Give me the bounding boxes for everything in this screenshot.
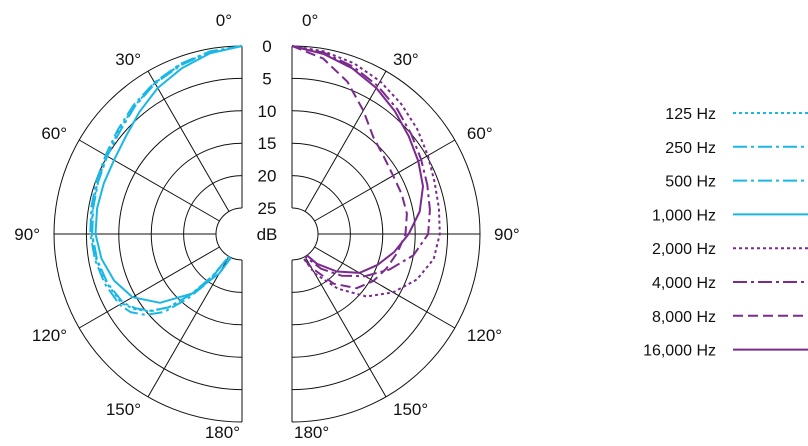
series-line-1-000-hz: [94, 45, 243, 304]
legend-label-1-000-hz: 1,000 Hz: [652, 207, 716, 224]
left-angle-label-0: 0°: [216, 11, 232, 30]
right-angle-label-150: 150°: [393, 400, 428, 419]
left-angle-label-90: 90°: [14, 225, 40, 244]
legend-label-125-hz: 125 Hz: [665, 106, 716, 123]
legend-label-8-000-hz: 8,000 Hz: [652, 309, 716, 326]
legend-label-250-hz: 250 Hz: [665, 140, 716, 157]
radial-tick-5: 5: [262, 69, 271, 88]
left-spoke-120: [78, 246, 220, 329]
left-polar-plot: 0° 30° 60° 90° 120° 150° 180°: [14, 11, 243, 442]
right-spoke-120: [314, 246, 456, 329]
right-angle-label-30: 30°: [393, 50, 419, 69]
radial-unit-label: dB: [257, 225, 278, 244]
right-angle-label-180: 180°: [294, 423, 329, 442]
right-angle-label-120: 120°: [467, 326, 502, 345]
radial-tick-15: 15: [258, 134, 277, 153]
series-line-4-000-hz: [291, 45, 431, 278]
radial-tick-25: 25: [258, 199, 277, 218]
left-angle-label-150: 150°: [106, 400, 141, 419]
radial-tick-10: 10: [258, 102, 277, 121]
right-angle-label-0: 0°: [302, 11, 318, 30]
left-angle-label-30: 30°: [115, 50, 141, 69]
series-line-8-000-hz: [291, 45, 408, 290]
series-line-16-000-hz: [291, 45, 424, 274]
right-angle-label-90: 90°: [494, 225, 520, 244]
right-spoke-60: [314, 139, 456, 222]
right-spoke-30: [304, 70, 387, 212]
left-ring-25db: [215, 207, 243, 261]
left-spoke-150: [147, 256, 230, 398]
series-line-500-hz: [91, 45, 243, 312]
legend: 125 Hz 250 Hz 500 Hz 1,000 Hz 2,000 Hz 4,000 …: [643, 106, 808, 360]
legend-label-500-hz: 500 Hz: [665, 174, 716, 191]
right-polar-plot: 0° 30° 60° 90° 120° 150° 180°: [291, 11, 520, 442]
series-line-2-000-hz: [291, 45, 441, 298]
radial-tick-0: 0: [262, 37, 271, 56]
left-angle-label-120: 120°: [32, 326, 67, 345]
legend-label-16-000-hz: 16,000 Hz: [643, 343, 716, 360]
right-angle-label-60: 60°: [467, 124, 493, 143]
right-spoke-150: [304, 256, 387, 398]
left-angle-label-60: 60°: [41, 124, 67, 143]
legend-label-2-000-hz: 2,000 Hz: [652, 241, 716, 258]
legend-label-4-000-hz: 4,000 Hz: [652, 275, 716, 292]
right-ring-25db: [291, 207, 319, 261]
radial-db-labels: 0 5 10 15 20 25 dB: [257, 37, 278, 244]
left-spoke-60: [78, 139, 220, 222]
radial-tick-20: 20: [258, 167, 277, 186]
left-angle-label-180: 180°: [205, 423, 240, 442]
left-spoke-30: [147, 70, 230, 212]
